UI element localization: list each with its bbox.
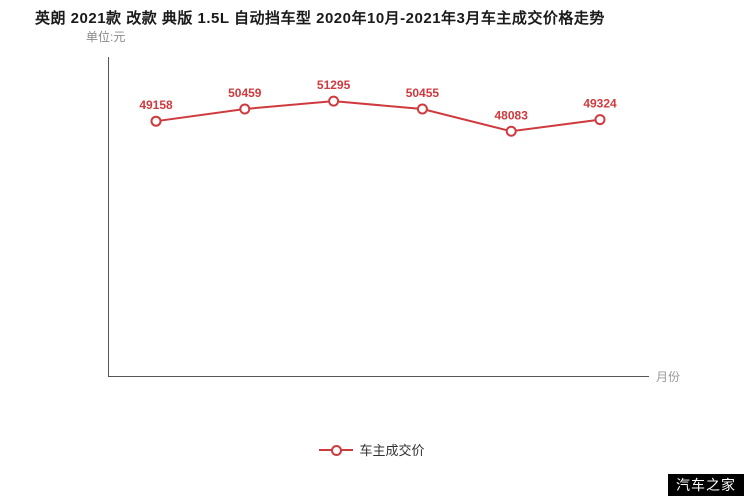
data-point-marker: [416, 103, 428, 115]
data-point-marker: [328, 95, 340, 107]
series-line: [155, 100, 601, 133]
data-point-label: 50455: [406, 86, 440, 100]
watermark-logo: 汽车之家: [668, 474, 744, 496]
data-point-label: 50459: [228, 86, 262, 100]
x-axis-line: [108, 376, 649, 377]
x-axis-label: 月份: [656, 370, 681, 384]
y-axis-line: [108, 57, 109, 377]
legend: 车主成交价: [0, 440, 744, 459]
data-point-label: 51295: [317, 78, 351, 92]
data-point-marker: [594, 114, 606, 126]
data-point-label: 49324: [583, 97, 617, 111]
data-point-marker: [505, 125, 517, 137]
y-axis-unit-label: 单位:元: [86, 30, 126, 44]
data-point-label: 48083: [495, 108, 529, 122]
legend-series-label: 车主成交价: [359, 443, 425, 458]
data-point-marker: [239, 103, 251, 115]
data-point-marker: [150, 115, 162, 127]
data-point-label: 49158: [139, 98, 173, 112]
chart-title: 英朗 2021款 改款 典版 1.5L 自动挡车型 2020年10月-2021年…: [35, 10, 605, 27]
legend-line-marker-icon: [319, 444, 354, 456]
